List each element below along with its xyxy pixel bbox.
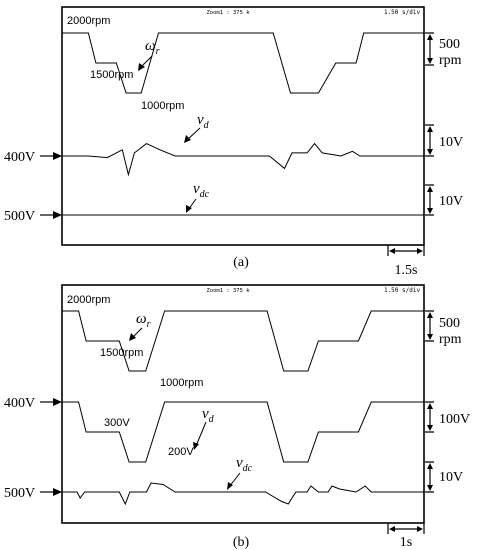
panel-b-speed-scale-bar <box>425 310 434 342</box>
panel-b-vdc-arrowhead <box>227 482 233 490</box>
panel-a-caption: (a) <box>233 255 249 270</box>
panel-a-timebase-label: 1.50 s/div <box>384 9 421 16</box>
panel-b-speed-scale-unit: rpm <box>439 332 462 347</box>
panel-a-vd-arrow <box>186 127 201 141</box>
panel-a-speed-scale-unit: rpm <box>439 53 462 68</box>
panel-a-label-2000rpm: 2000rpm <box>67 15 110 27</box>
panel-b-time-scale-label: 1s <box>400 535 412 550</box>
panel-b-vd-scale-bar <box>425 401 434 433</box>
panel-b-vd-label: vd <box>202 406 215 425</box>
panel-a-frame <box>61 6 425 246</box>
panel-b-vd-arrowhead <box>193 442 199 450</box>
panel-b-speed-scale-value: 500 <box>439 316 460 331</box>
panel-a-speed-scale-value: 500 <box>439 37 460 52</box>
panel-a-omega-r-label: ωr <box>145 38 160 57</box>
panel-b-label-2000rpm: 2000rpm <box>67 294 110 306</box>
panel-a-500v-marker-label: 500V <box>4 209 35 224</box>
panel-b-200v-label: 200V <box>168 446 194 458</box>
panel-a-time-scale-bar <box>387 245 425 256</box>
panel-b-time-scale-bar <box>387 523 425 534</box>
panel-a-speed-trace <box>62 32 424 94</box>
panel-a-label-1500rpm: 1500rpm <box>90 69 133 81</box>
panel-b-omega-r-arrowhead <box>129 333 136 341</box>
panel-b-400v-marker-arrowhead <box>53 398 62 406</box>
panel-a-400v-marker-label: 400V <box>4 150 35 165</box>
panel-a-vdc-label: vdc <box>193 181 210 200</box>
panel-b-300v-label: 300V <box>104 417 130 429</box>
panel-b-400v-marker-label: 400V <box>4 396 35 411</box>
panel-b-omega-r-label: ωr <box>136 311 151 330</box>
panel-b-vdc-scale-bar <box>425 461 434 493</box>
panel-b-vd-scale-value: 100V <box>439 412 470 427</box>
panel-b-caption: (b) <box>233 535 250 550</box>
panel-b-vdc-label: vdc <box>236 455 253 474</box>
panel-b-500v-marker-label: 500V <box>4 486 35 501</box>
panel-a-vd-scale-bar <box>425 124 434 157</box>
panel-b-vdc-scale-value: 10V <box>439 470 463 485</box>
panel-b-speed-trace <box>62 310 424 372</box>
panel-a: Zoom1 : 375 k 1.50 s/div 2000rpm 1500rpm… <box>4 6 463 278</box>
panel-b-500v-marker-arrowhead <box>53 488 62 496</box>
panel-b-vd-arrow <box>195 421 207 447</box>
panel-a-zoom-label: Zoom1 : 375 k <box>206 10 250 16</box>
panel-a-vd-arrowhead <box>184 135 191 143</box>
panel-a-400v-marker-arrowhead <box>53 152 62 160</box>
panel-a-label-1000rpm: 1000rpm <box>141 100 184 112</box>
panel-b: Zoom1 : 375 k 1.50 s/div 2000rpm 1500rpm… <box>4 284 470 550</box>
panel-a-vdc-scale-value: 10V <box>439 194 463 209</box>
panel-b-label-1000rpm: 1000rpm <box>160 377 203 389</box>
panel-b-vd-trace <box>62 401 424 463</box>
panel-a-time-scale-label: 1.5s <box>395 263 418 278</box>
panel-a-omega-r-arrowhead <box>138 63 145 71</box>
panel-a-vd-scale-value: 10V <box>439 135 463 150</box>
panel-b-zoom-label: Zoom1 : 375 k <box>206 288 250 294</box>
panel-b-vdc-trace <box>62 482 424 506</box>
panel-a-vd-label: vd <box>197 112 210 131</box>
panel-a-vdc-scale-bar <box>425 184 434 216</box>
panel-b-frame <box>61 284 425 524</box>
panel-a-vd-trace <box>62 142 424 177</box>
panel-a-500v-marker-arrowhead <box>53 211 62 219</box>
panel-b-label-1500rpm: 1500rpm <box>100 347 143 359</box>
panel-a-speed-scale-bar <box>425 32 434 66</box>
panel-a-vdc-arrowhead <box>186 205 192 213</box>
panel-b-timebase-label: 1.50 s/div <box>384 287 421 294</box>
